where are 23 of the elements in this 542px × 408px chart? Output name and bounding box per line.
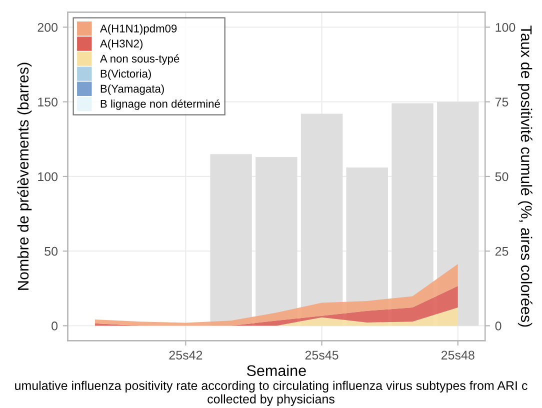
y-tick-label: 200 [38, 22, 58, 32]
y2-tick-label: 50 [495, 172, 508, 182]
y-tick-label: 100 [38, 172, 58, 182]
text: umulative influenza positivity rate according to circulating influenza virus subtypes from ARI c collected by physicians [15, 380, 528, 406]
legend-label: B(Yamagata) [100, 84, 164, 95]
y-tick-label: 50 [44, 246, 58, 256]
legend-label: A(H1N1)pdm09 [100, 24, 177, 35]
y2-tick-label: 100 [496, 22, 516, 32]
y2-tick-label: 75 [495, 98, 508, 106]
x-tick-label: 25s42 [169, 350, 202, 360]
x-tick-label: 25s48 [441, 350, 474, 360]
legend-label: B lignage non déterminé [100, 99, 220, 110]
x-axis-title: Semaine [246, 364, 306, 376]
y2-axis-title: Taux de positivité cumulé (%, aires colorées) [518, 26, 532, 327]
legend-label: B(Victoria) [100, 69, 151, 80]
legend-label: A non sous-typé [100, 54, 180, 65]
legend-label: A(H3N2) [100, 39, 142, 50]
x-tick-label: 25s45 [305, 350, 338, 360]
y2-tick-label: 25 [495, 246, 508, 256]
y2-tick-label: 0 [495, 322, 502, 330]
y-tick-label: 0 [52, 322, 58, 330]
y-axis-title: Nombre de prélèvements (barres) [17, 62, 32, 290]
y-tick-label: 150 [38, 98, 58, 106]
